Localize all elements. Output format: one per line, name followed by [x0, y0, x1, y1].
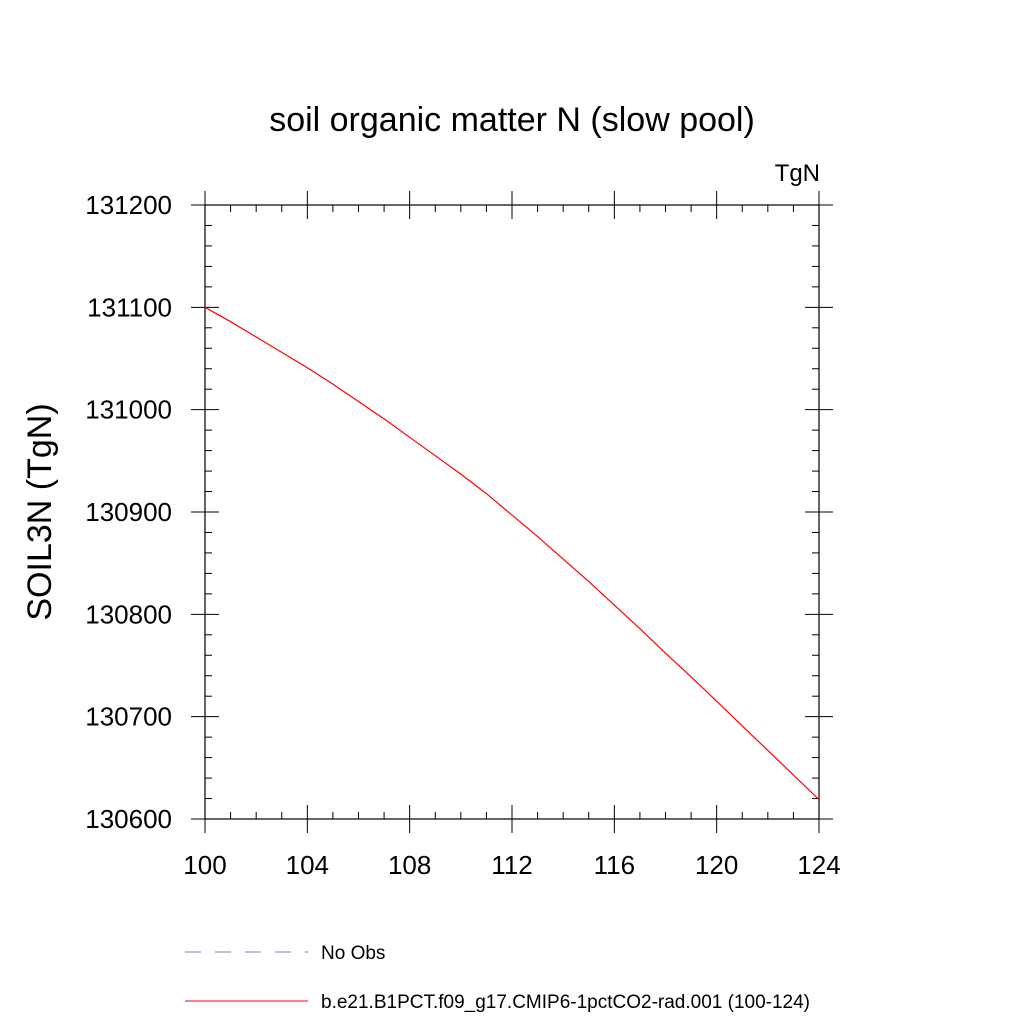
- chart-title: soil organic matter N (slow pool): [269, 101, 755, 139]
- x-tick-label: 104: [286, 850, 329, 880]
- series-layer: [204, 306, 820, 801]
- series-line-0: [204, 306, 820, 801]
- x-tick-label: 124: [797, 850, 840, 880]
- x-tick-label: 112: [491, 850, 532, 880]
- y-tick-label: 130900: [85, 497, 172, 527]
- x-tick-label: 100: [183, 850, 226, 880]
- legend-label-series: b.e21.B1PCT.f09_g17.CMIP6-1pctCO2-rad.00…: [321, 992, 810, 1013]
- y-tick-label: 131000: [85, 395, 172, 425]
- units-label: TgN: [775, 160, 820, 187]
- plot-frame: [204, 204, 820, 820]
- minor-ticks: [205, 205, 819, 819]
- x-tick-label: 116: [594, 850, 635, 880]
- legend: No Obs b.e21.B1PCT.f09_g17.CMIP6-1pctCO2…: [185, 943, 810, 1013]
- y-axis-label: SOIL3N (TgN): [21, 403, 59, 620]
- y-tick-label: 130600: [85, 804, 172, 834]
- y-axis: 130600 130700 130800 130900 131000 131100 1312…: [85, 190, 833, 834]
- y-tick-label: 131100: [87, 292, 172, 322]
- x-axis: 100 104 108 112 116 120 124: [183, 191, 841, 880]
- y-tick-label: 131200: [85, 190, 172, 220]
- x-tick-label: 120: [695, 850, 738, 880]
- legend-label-no-obs: No Obs: [321, 943, 385, 964]
- y-tick-label: 130800: [85, 599, 172, 629]
- y-tick-label: 130700: [85, 702, 172, 732]
- x-tick-label: 108: [388, 850, 431, 880]
